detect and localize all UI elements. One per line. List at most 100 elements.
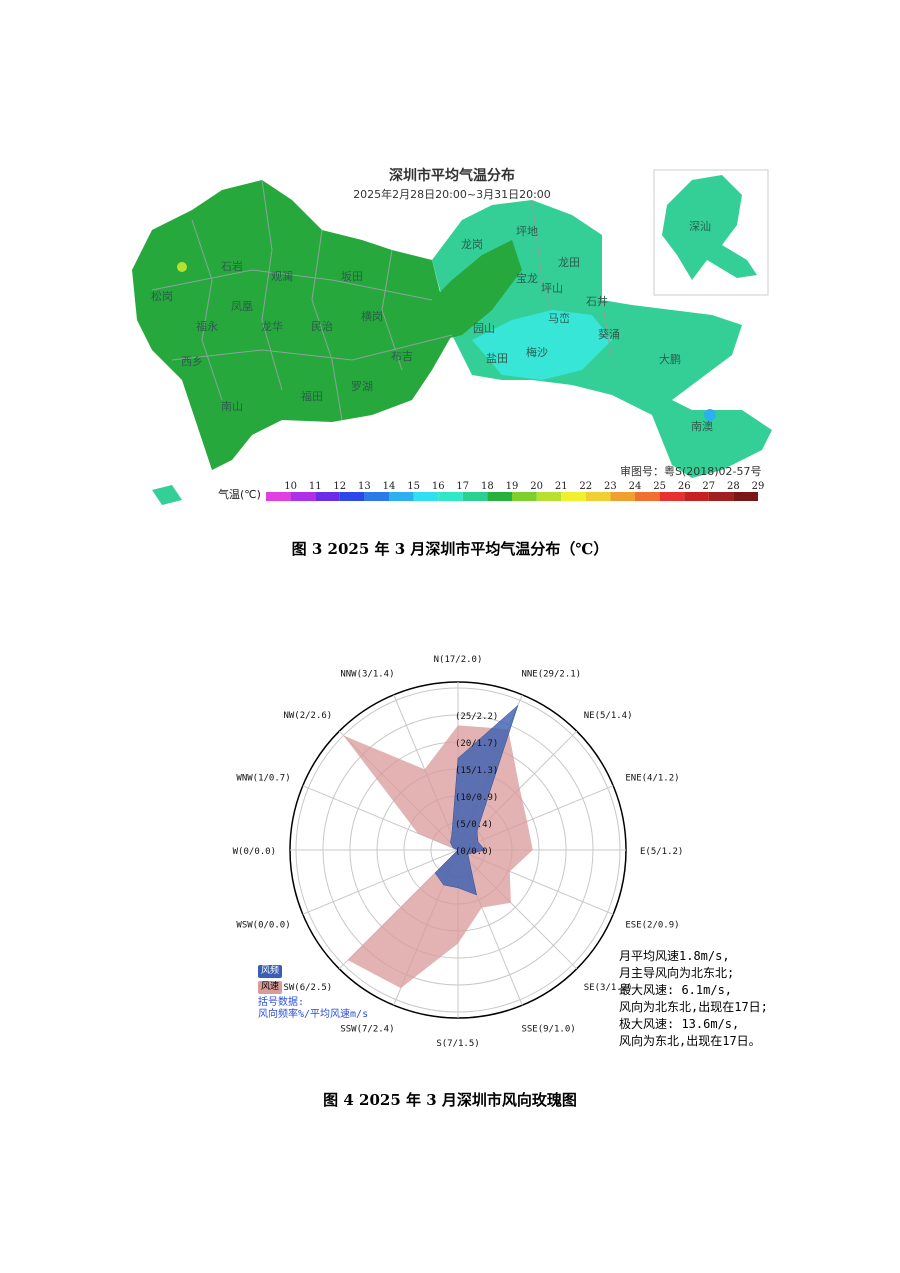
legend-freq-chip: 风频 — [258, 965, 282, 978]
legend-swatch — [610, 492, 635, 501]
legend-tick: 21 — [555, 481, 568, 492]
inset-shape — [662, 175, 757, 280]
place-label: 马峦 — [548, 311, 570, 325]
place-label: 坂田 — [341, 270, 363, 283]
map-cool-coast — [472, 310, 612, 380]
place-label: 龙华 — [261, 319, 283, 333]
legend-swatch — [462, 492, 488, 501]
place-label: 石井 — [586, 294, 608, 308]
legend-tick: 10 — [284, 481, 297, 492]
legend-swatch — [585, 492, 611, 501]
place-label: 宝龙 — [516, 271, 538, 285]
wind-rose-legend: 风频 风速 括号数据: 风向频率%/平均风速m/s — [258, 965, 368, 1021]
place-label: 梅沙 — [526, 345, 548, 359]
place-label: 观澜 — [271, 269, 293, 283]
legend-swatch — [708, 492, 734, 501]
wind-summary: 月平均风速1.8m/s, 月主导风向为北东北; 最大风速: 6.1m/s, 风向… — [619, 948, 768, 1050]
ring-label: (15/1.3) — [455, 766, 498, 776]
legend-swatch — [339, 492, 365, 501]
place-label: 凤凰 — [231, 300, 253, 313]
frequency-series — [434, 704, 519, 896]
summary-line: 风向为东北,出现在17日。 — [619, 1034, 761, 1048]
place-label: 横岗 — [361, 309, 383, 323]
ring-label: (10/0.9) — [455, 793, 498, 803]
legend-swatch — [536, 492, 562, 501]
legend-swatch — [364, 492, 389, 501]
place-label: 盐田 — [486, 352, 508, 365]
legend-swatch — [733, 492, 758, 501]
direction-label: W(0/0.0) — [233, 847, 276, 857]
legend-tick: 20 — [530, 481, 543, 492]
legend-tick: 29 — [752, 481, 765, 492]
legend-tick: 17 — [456, 481, 469, 492]
direction-label: NNE(29/2.1) — [521, 670, 581, 680]
legend-swatch — [413, 492, 439, 501]
legend-swatch — [290, 492, 316, 501]
place-label: 南山 — [221, 400, 243, 413]
place-label: 福永 — [196, 319, 218, 333]
place-label: 南澳 — [691, 420, 713, 433]
direction-label: S(7/1.5) — [436, 1039, 479, 1049]
place-label: 龙岗 — [461, 238, 483, 251]
place-label: 坪山 — [541, 282, 563, 295]
legend-tick: 13 — [358, 481, 371, 492]
figure3-caption: 图 3 2025 年 3 月深圳市平均气温分布（℃） — [291, 540, 609, 558]
legend-speed-chip: 风速 — [258, 981, 282, 994]
direction-label: SSE(9/1.0) — [521, 1024, 575, 1034]
place-label: 罗湖 — [351, 380, 373, 393]
legend-swatch — [684, 492, 709, 501]
legend-tick: 25 — [653, 481, 666, 492]
wind-rose-chart: (0/0.0) (5/0.4) (10/0.9) (15/1.3) (20/1.7) (2… — [233, 655, 684, 1049]
place-label: 坪地 — [516, 225, 538, 238]
map-warm-core — [432, 240, 522, 340]
legend-swatch — [659, 492, 685, 501]
place-label: 松岗 — [151, 289, 173, 303]
legend-tick: 18 — [481, 481, 494, 492]
place-label: 福田 — [301, 389, 323, 403]
map-west-region — [132, 180, 452, 470]
direction-label: SSW(7/2.4) — [340, 1024, 394, 1034]
direction-label: ESE(2/0.9) — [625, 920, 679, 930]
map-title: 深圳市平均气温分布 — [389, 167, 515, 184]
legend-tick: 22 — [579, 481, 592, 492]
ring-label: (20/1.7) — [455, 739, 498, 749]
map-islet — [152, 485, 182, 505]
direction-label: N(17/2.0) — [434, 655, 483, 665]
legend-tick: 19 — [506, 481, 519, 492]
summary-line: 最大风速: 6.1m/s, — [619, 983, 733, 997]
map-approval-number: 审图号：粤S(2018)02-57号 — [620, 464, 762, 478]
summary-line: 风向为北东北,出现在17日; — [619, 1000, 768, 1014]
summary-line: 极大风速: 13.6m/s, — [619, 1017, 740, 1031]
ring-label: (5/0.4) — [455, 820, 493, 830]
place-label: 园山 — [473, 322, 495, 335]
map-period: 2025年2月28日20:00~3月31日20:00 — [353, 187, 551, 201]
direction-label: NE(5/1.4) — [584, 711, 633, 721]
grid-spoke — [302, 785, 459, 851]
direction-label: WSW(0/0.0) — [236, 920, 290, 930]
figure4-caption: 图 4 2025 年 3 月深圳市风向玫瑰图 — [323, 1091, 577, 1109]
legend-swatch — [635, 492, 660, 501]
place-label: 西乡 — [181, 355, 203, 368]
map-coldspot — [704, 409, 716, 421]
district-borders — [151, 179, 613, 421]
place-label: 布吉 — [391, 350, 413, 363]
legend-note-1: 括号数据: — [258, 997, 305, 1008]
legend-swatch — [438, 492, 463, 501]
direction-label: E(5/1.2) — [640, 847, 683, 857]
place-label: 大鹏 — [659, 352, 681, 366]
legend-tick: 16 — [432, 481, 445, 492]
direction-label: SE(3/1.2) — [584, 983, 633, 993]
legend-swatch — [487, 492, 512, 501]
speed-series — [343, 725, 533, 989]
legend-swatch — [512, 492, 537, 501]
map-hotspot — [177, 262, 187, 272]
direction-label: SW(6/2.5) — [283, 983, 332, 993]
place-label: 石岩 — [221, 259, 243, 273]
legend-tick: 27 — [702, 481, 715, 492]
legend-swatch — [266, 492, 291, 501]
place-label: 葵涌 — [598, 328, 620, 341]
direction-label: WNW(1/0.7) — [236, 774, 290, 784]
legend-tick: 28 — [727, 481, 740, 492]
ring-label: (25/2.2) — [455, 712, 498, 722]
